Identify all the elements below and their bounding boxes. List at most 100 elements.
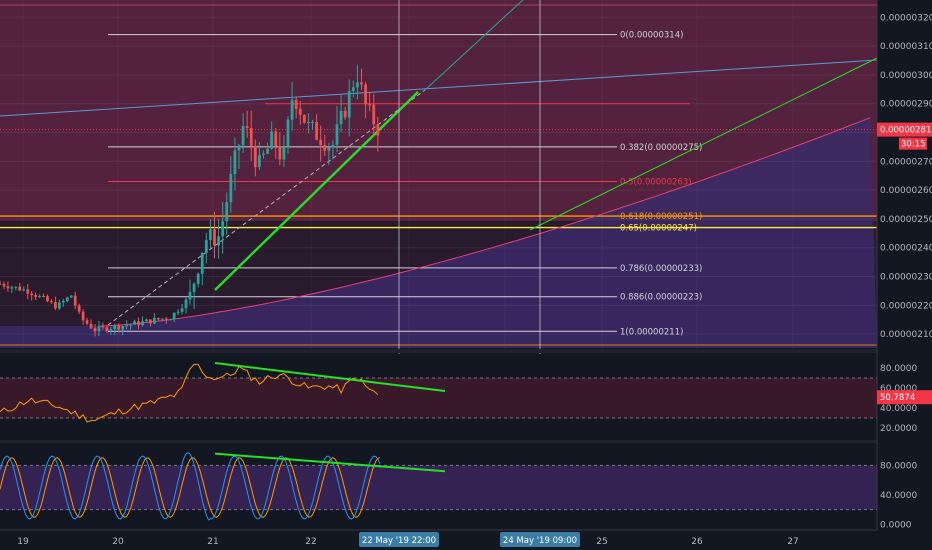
candle-body (290, 99, 294, 120)
candle-body (77, 305, 81, 312)
candle-body (26, 289, 30, 294)
candle-body (253, 146, 257, 168)
candle-body (282, 146, 286, 160)
rsi-pane[interactable] (0, 354, 877, 440)
stoch-rsi-pane[interactable] (0, 443, 877, 530)
rsi-band (0, 378, 877, 418)
crosshair-time-tag (500, 532, 580, 547)
time-tick-label: 20 (112, 537, 124, 547)
candle-body (10, 287, 14, 289)
candle-body (125, 325, 129, 327)
countdown-tag (899, 137, 927, 150)
candle-body (258, 154, 261, 168)
candle-body (241, 126, 245, 146)
price-axis[interactable]: 0.00000320 0.00000310 0.00000300 0.00000290… (876, 0, 932, 530)
candle-body (229, 174, 233, 203)
candle-body (164, 318, 168, 320)
pane-separator[interactable] (0, 440, 932, 443)
price-pane[interactable]: 0(0.00000314) 0.382(0.00000275) 0.5(0.0000… (0, 0, 878, 530)
candle-body (97, 326, 101, 332)
pane-separator[interactable] (0, 349, 932, 353)
long-trendline (0, 59, 878, 117)
candle-body (22, 289, 26, 291)
candle-body (307, 122, 310, 124)
crosshair-time-tag (359, 532, 439, 547)
candle-body (327, 147, 331, 151)
price-gridlines (0, 4, 877, 346)
price-tick-label: 0.00000220 (880, 301, 932, 311)
candle-body (145, 319, 148, 322)
rsi-line (0, 363, 379, 423)
candle-body (85, 320, 89, 324)
projection-line (529, 57, 878, 231)
candle-body (339, 110, 343, 125)
candle-body (141, 321, 144, 326)
candle-body (117, 325, 121, 330)
candle-body (192, 283, 196, 293)
candle-body (57, 302, 61, 309)
candle-body (105, 327, 109, 332)
candle-body (209, 229, 212, 241)
rsi-value-tag (877, 390, 932, 405)
candle-body (364, 84, 367, 105)
stoch-k-line (0, 452, 381, 521)
candle-body (213, 229, 216, 246)
time-tick-label: 21 (207, 537, 218, 547)
fib-level-label: 0.5(0.00000263) (620, 177, 692, 187)
rsi-divergence-line (214, 362, 446, 392)
stoch-band (0, 465, 877, 510)
candle-body (266, 148, 269, 154)
candle-body (156, 317, 160, 320)
fib-level-label: 1(0.00000211) (620, 327, 683, 337)
candle-body (311, 121, 314, 123)
candle-body (196, 273, 200, 284)
candle-body (50, 301, 53, 303)
stoch-levels (0, 464, 877, 511)
time-tick-label: 26 (691, 537, 703, 547)
candle-body (168, 319, 172, 321)
last-price-tag (877, 122, 932, 137)
candle-body (347, 90, 351, 118)
candle-body (249, 128, 253, 147)
time-tick-label: 27 (787, 537, 798, 547)
lower-shaded-zone (0, 117, 877, 348)
candle-body (184, 299, 188, 309)
axis-value-tags: 0.00000281 30:15 50.7874 (877, 122, 932, 405)
green-support-trendline (214, 91, 419, 291)
candle-body (217, 236, 220, 246)
support-curve (99, 117, 871, 327)
price-tick-label: 0.00000310 (880, 42, 932, 52)
candle-body (376, 124, 380, 136)
candle-body (176, 311, 180, 313)
fib-level-label: 0.886(0.00000223) (620, 293, 702, 303)
price-tick-label: 0.00000250 (880, 215, 932, 225)
candle-body (274, 131, 278, 147)
candle-body (233, 150, 237, 175)
candle-body (188, 292, 192, 300)
candle-body (319, 139, 323, 146)
rsi-axis-ticks: 80.0000 60.0000 40.0000 20.0000 (880, 364, 917, 434)
price-tick-label: 0.00000210 (880, 330, 932, 340)
fib-level-label: 0.786(0.00000233) (620, 264, 702, 274)
candle-body (225, 202, 229, 222)
candle-body (54, 301, 57, 309)
candle-body (0, 283, 2, 285)
crosshair-time-label: 22 May '19 22:00 (362, 536, 436, 546)
price-tick-label: 0.00000260 (880, 186, 932, 196)
candle-body (69, 295, 73, 298)
price-tick-label: 0.00000290 (880, 100, 932, 110)
rsi-tick-label: 20.0000 (880, 424, 917, 434)
time-axis-ticks: 19202122232425262722 May '19 22:0024 May… (17, 532, 799, 547)
time-axis[interactable]: 19202122232425262722 May '19 22:0024 May… (0, 529, 932, 550)
last-price-label: 0.00000281 (880, 126, 931, 136)
candle-body (286, 119, 290, 147)
candle-body (315, 121, 318, 140)
candle-body (89, 323, 93, 329)
candle-body (245, 126, 249, 129)
candle-body (2, 283, 6, 287)
rsi-levels (0, 377, 877, 419)
candle-body (93, 328, 97, 332)
price-tick-label: 0.00000300 (880, 71, 932, 81)
candle-body (237, 145, 241, 151)
